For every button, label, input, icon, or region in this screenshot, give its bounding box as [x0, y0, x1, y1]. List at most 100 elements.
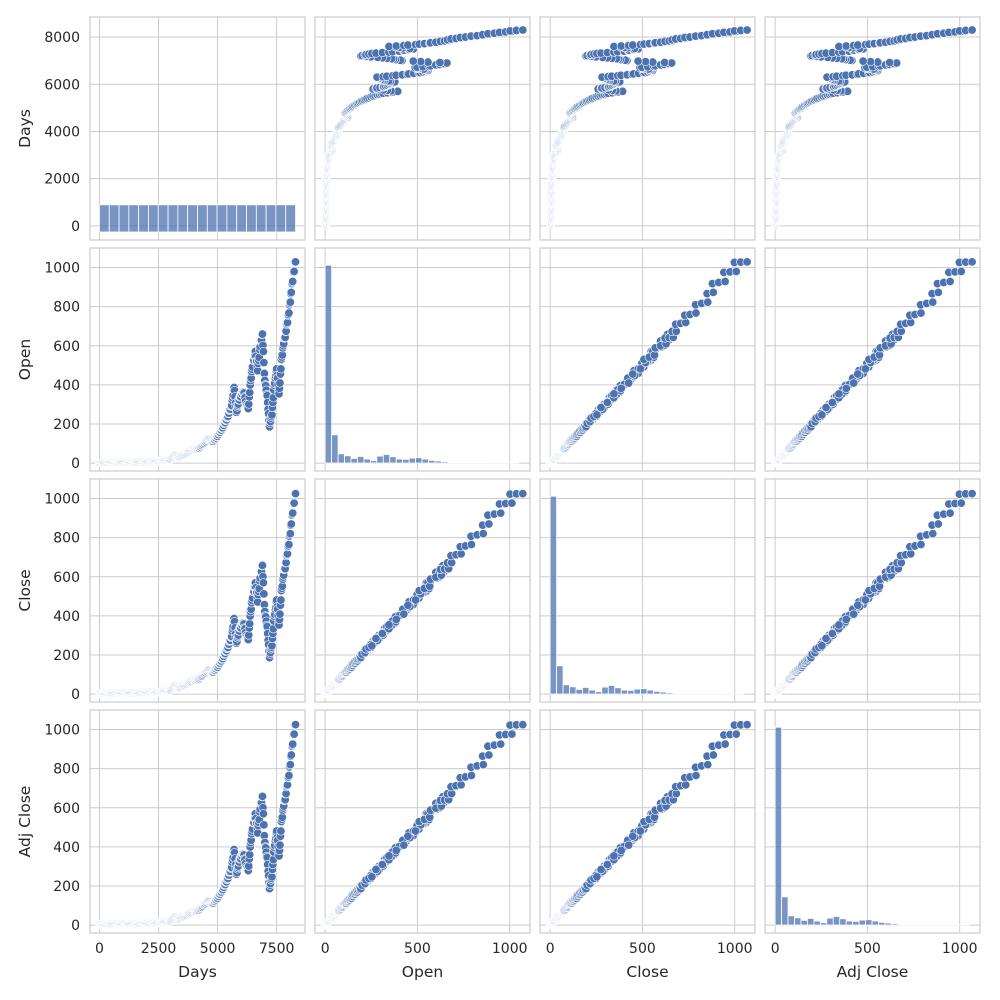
y-tick-label: 0: [71, 918, 80, 934]
scatter-points: [94, 489, 301, 699]
x-tick-label: 2500: [141, 941, 177, 957]
scatter-point: [367, 641, 377, 651]
scatter-point: [403, 831, 413, 841]
histogram-bar: [441, 461, 449, 464]
histogram-bar: [363, 458, 371, 464]
scatter-point: [367, 872, 377, 882]
scatter-point: [592, 410, 602, 420]
scatter-points: [546, 257, 752, 468]
scatter-point: [858, 56, 868, 66]
scatter-point: [616, 383, 626, 393]
panel-border: [314, 709, 531, 934]
y-tick-label: 2000: [44, 172, 80, 188]
scatter-point: [416, 57, 426, 67]
x-tick-label: 5000: [200, 941, 236, 957]
scatter-point: [817, 641, 827, 651]
histogram-bar: [633, 688, 641, 695]
scatter-point: [841, 614, 851, 624]
histogram-bar: [562, 684, 570, 695]
scatter-point: [478, 529, 488, 539]
scatter-point: [827, 629, 837, 639]
scatter-points: [94, 257, 301, 468]
scatter-points: [320, 489, 528, 699]
histogram-bar: [395, 458, 404, 464]
scatter-point: [853, 369, 863, 379]
scatter-point: [478, 760, 488, 770]
scatter-point: [384, 620, 394, 630]
panel-border: [539, 16, 756, 241]
scatter-point: [967, 489, 977, 499]
histogram-bar: [389, 456, 397, 464]
y-tick-label: 200: [53, 879, 80, 895]
histogram-bar: [265, 204, 277, 233]
scatter-point: [288, 277, 298, 287]
scatter-point: [849, 378, 859, 388]
scatter-point: [834, 389, 844, 399]
scatter-point: [633, 56, 643, 66]
scatter-point: [720, 277, 730, 287]
scatter-point: [703, 297, 713, 307]
scatter-point: [275, 378, 285, 388]
scatter-point: [289, 729, 299, 739]
scatter-point: [742, 25, 752, 35]
scatter-point: [596, 403, 606, 413]
panel-background: [540, 17, 755, 240]
histogram-bar: [653, 690, 661, 695]
histogram-bar: [285, 204, 296, 233]
scatter-point: [291, 720, 301, 730]
panel-background: [90, 248, 305, 471]
scatter-point: [641, 57, 651, 67]
histogram-bar: [197, 204, 208, 233]
scatter-points: [546, 720, 752, 930]
x-axis-label: Open: [402, 963, 443, 981]
scatter-points: [546, 25, 752, 231]
scatter-point: [708, 287, 718, 297]
scatter-point: [660, 58, 670, 68]
panel-border: [89, 247, 306, 472]
scatter-point: [259, 589, 269, 599]
scatter-point: [945, 508, 955, 518]
histogram-bar: [434, 460, 442, 464]
scatter-point: [257, 560, 267, 570]
scatter-point: [288, 508, 298, 518]
histogram-bar: [594, 691, 603, 695]
panel-adj-close-vs-days: [89, 709, 306, 934]
histogram-bar: [99, 204, 110, 233]
histogram-bar: [275, 204, 287, 233]
histogram-bar: [402, 458, 410, 464]
scatter-point: [377, 860, 387, 870]
scatter-point: [967, 25, 977, 35]
scatter-point: [817, 410, 827, 420]
scatter-point: [411, 595, 421, 605]
panel-days-vs-open: [314, 16, 531, 241]
scatter-point: [408, 56, 418, 66]
panel-border: [539, 247, 756, 472]
histogram-bar: [118, 204, 130, 233]
panel-days-vs-days: [89, 16, 306, 241]
scatter-point: [821, 634, 831, 644]
y-tick-label: 400: [53, 609, 80, 625]
histogram-bar: [177, 204, 189, 233]
y-tick-label: 600: [53, 570, 80, 586]
scatter-point: [276, 826, 286, 836]
panel-border: [89, 709, 306, 934]
panel-background: [540, 479, 755, 702]
scatter-point: [285, 529, 295, 539]
scatter-point: [285, 297, 295, 307]
panel-close-vs-open: [314, 478, 531, 703]
y-axis-label: Days: [16, 109, 34, 148]
scatter-point: [371, 634, 381, 644]
y-tick-label: 200: [53, 648, 80, 664]
scatter-point: [928, 297, 938, 307]
panel-border: [314, 16, 531, 241]
scatter-point: [628, 40, 638, 50]
histogram-bar: [376, 455, 384, 464]
x-tick-label: 0: [95, 941, 104, 957]
histogram-bar: [569, 686, 577, 695]
scatter-point: [245, 388, 255, 398]
histogram-bar: [246, 204, 257, 233]
scatter-point: [916, 308, 926, 318]
scatter-points: [771, 489, 977, 699]
panel-border: [764, 16, 981, 241]
scatter-point: [860, 364, 870, 374]
